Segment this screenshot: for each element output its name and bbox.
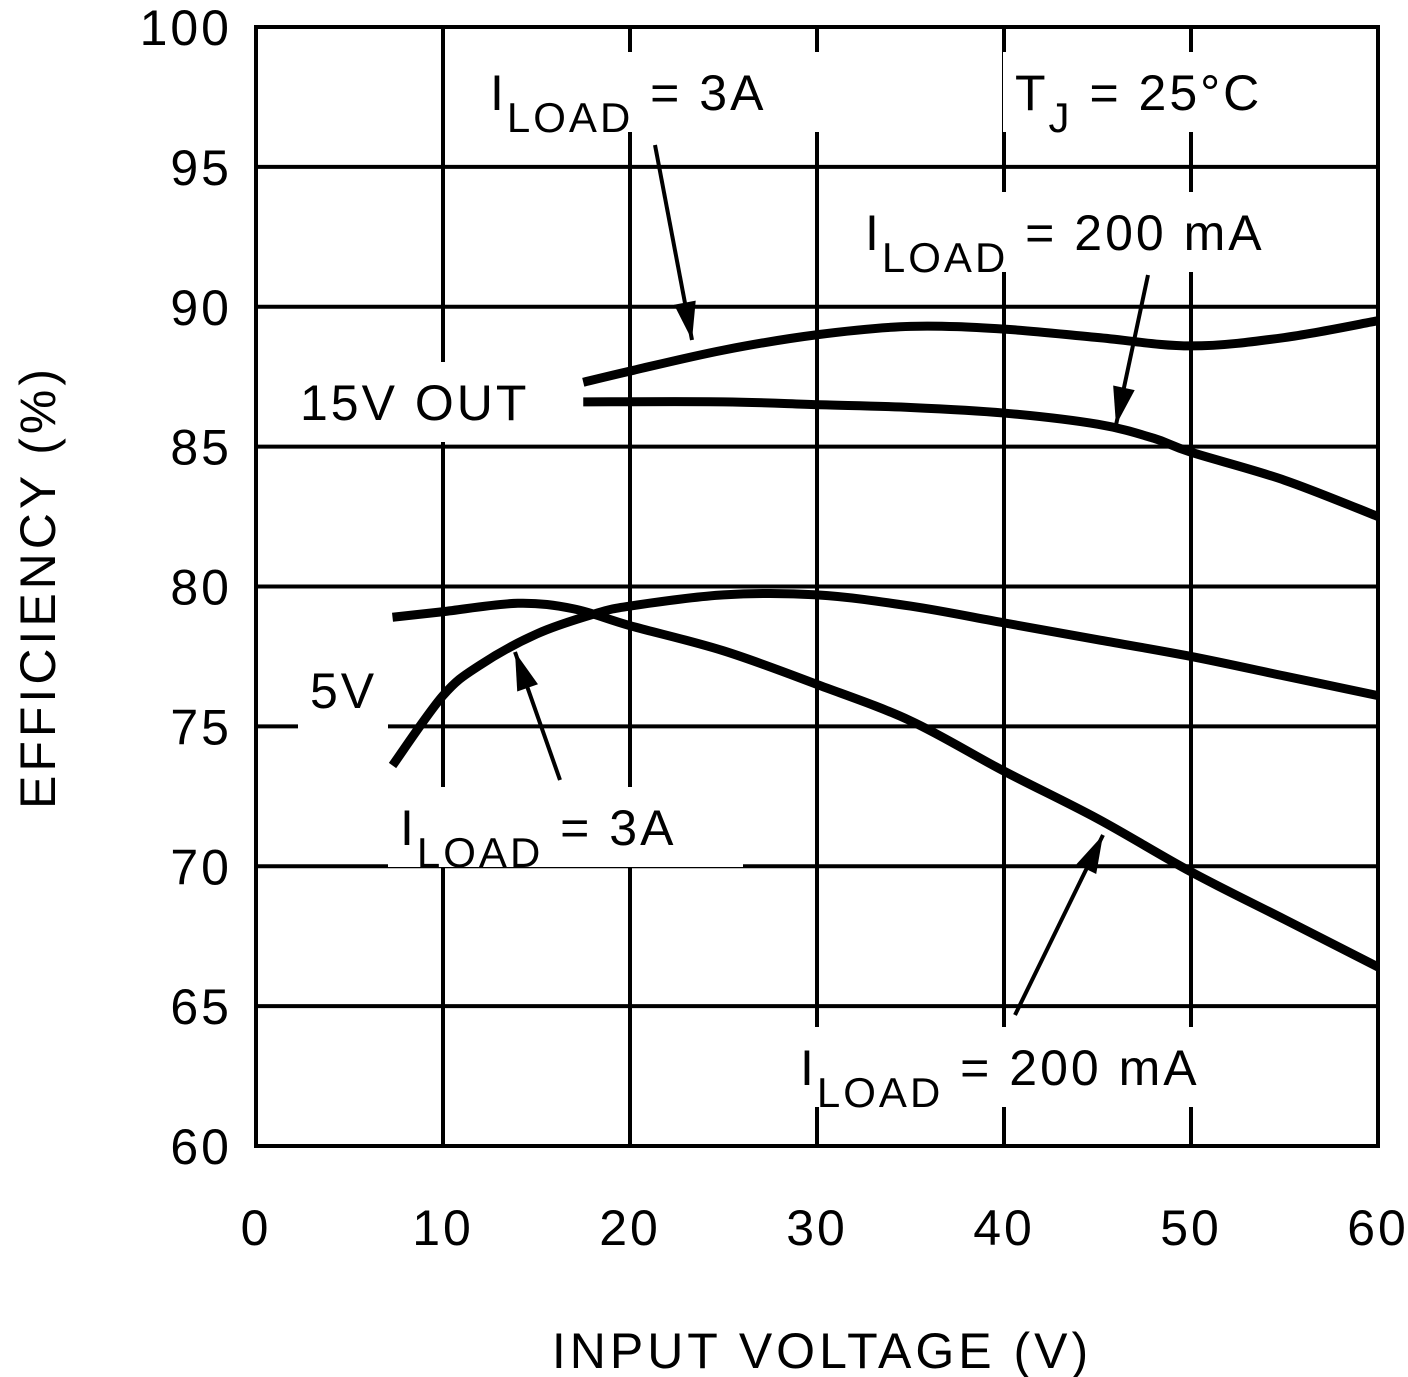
y-tick-label: 65: [170, 979, 232, 1035]
y-tick-label: 75: [170, 699, 232, 755]
y-tick-label: 60: [170, 1119, 232, 1175]
annotation-tj-bg: [1003, 52, 1353, 132]
series-line-5v-3a: [388, 588, 1379, 769]
annotation-5v-bg: [298, 650, 388, 730]
series-line-5v-200ma: [392, 598, 1381, 971]
y-tick-label: 80: [170, 560, 232, 616]
y-tick-label: 85: [170, 420, 232, 476]
annotation-top-200ma: ILOAD = 200 mA: [865, 205, 1265, 281]
plot-frame: [254, 25, 1380, 1148]
x-tick-label: 30: [786, 1200, 848, 1256]
y-tick-label: 70: [170, 839, 232, 895]
x-axis-label: INPUT VOLTAGE (V): [552, 1323, 1092, 1377]
x-tick-label: 40: [973, 1200, 1035, 1256]
annotation-bottom-200ma: ILOAD = 200 mA: [800, 1040, 1200, 1116]
series-line-15v-200ma: [583, 397, 1380, 521]
y-tick-label: 100: [140, 0, 232, 56]
series-line-15v-3a: [582, 316, 1379, 387]
x-tick-label: 50: [1160, 1200, 1222, 1256]
x-tick-label: 10: [412, 1200, 474, 1256]
arrow-bottom-200ma-head: [1076, 835, 1103, 874]
arrow-top-200ma-head: [1113, 385, 1135, 425]
annotation-top-3a-bg: [478, 52, 828, 132]
annotation-top-3a: ILOAD = 3A: [490, 65, 766, 141]
x-tick-label: 60: [1347, 1200, 1408, 1256]
y-axis-label: EFFICIENCY (%): [10, 365, 66, 809]
annotation-bottom-3a: ILOAD = 3A: [400, 800, 676, 876]
annotation-bottom-200ma-bg: [788, 1027, 1278, 1107]
y-tick-label: 95: [170, 140, 232, 196]
tick-labels: 0 10 20 30 40 50 60 60 65 70 75 80 85 90 95 100: [140, 0, 1408, 1256]
arrow-bottom-3a-head: [515, 652, 538, 692]
annotation-15v-out-bg: [288, 362, 548, 442]
annotation-5v: 5V: [310, 663, 377, 719]
x-tick-label: 20: [599, 1200, 661, 1256]
y-tick-label: 90: [170, 280, 232, 336]
annotation-top-200ma-bg: [853, 192, 1343, 272]
series-lines: [388, 316, 1381, 971]
annotation-15v-out: 15V OUT: [300, 375, 529, 431]
annotation-tj: TJ = 25°C: [1015, 65, 1262, 141]
annotations: ILOAD = 3A TJ = 25°C ILOAD = 200 mA 15V OUT…: [288, 52, 1353, 1116]
arrow-top-3a-head: [674, 300, 696, 340]
annotation-bottom-3a-bg: [388, 787, 743, 867]
x-tick-label: 0: [241, 1200, 272, 1256]
